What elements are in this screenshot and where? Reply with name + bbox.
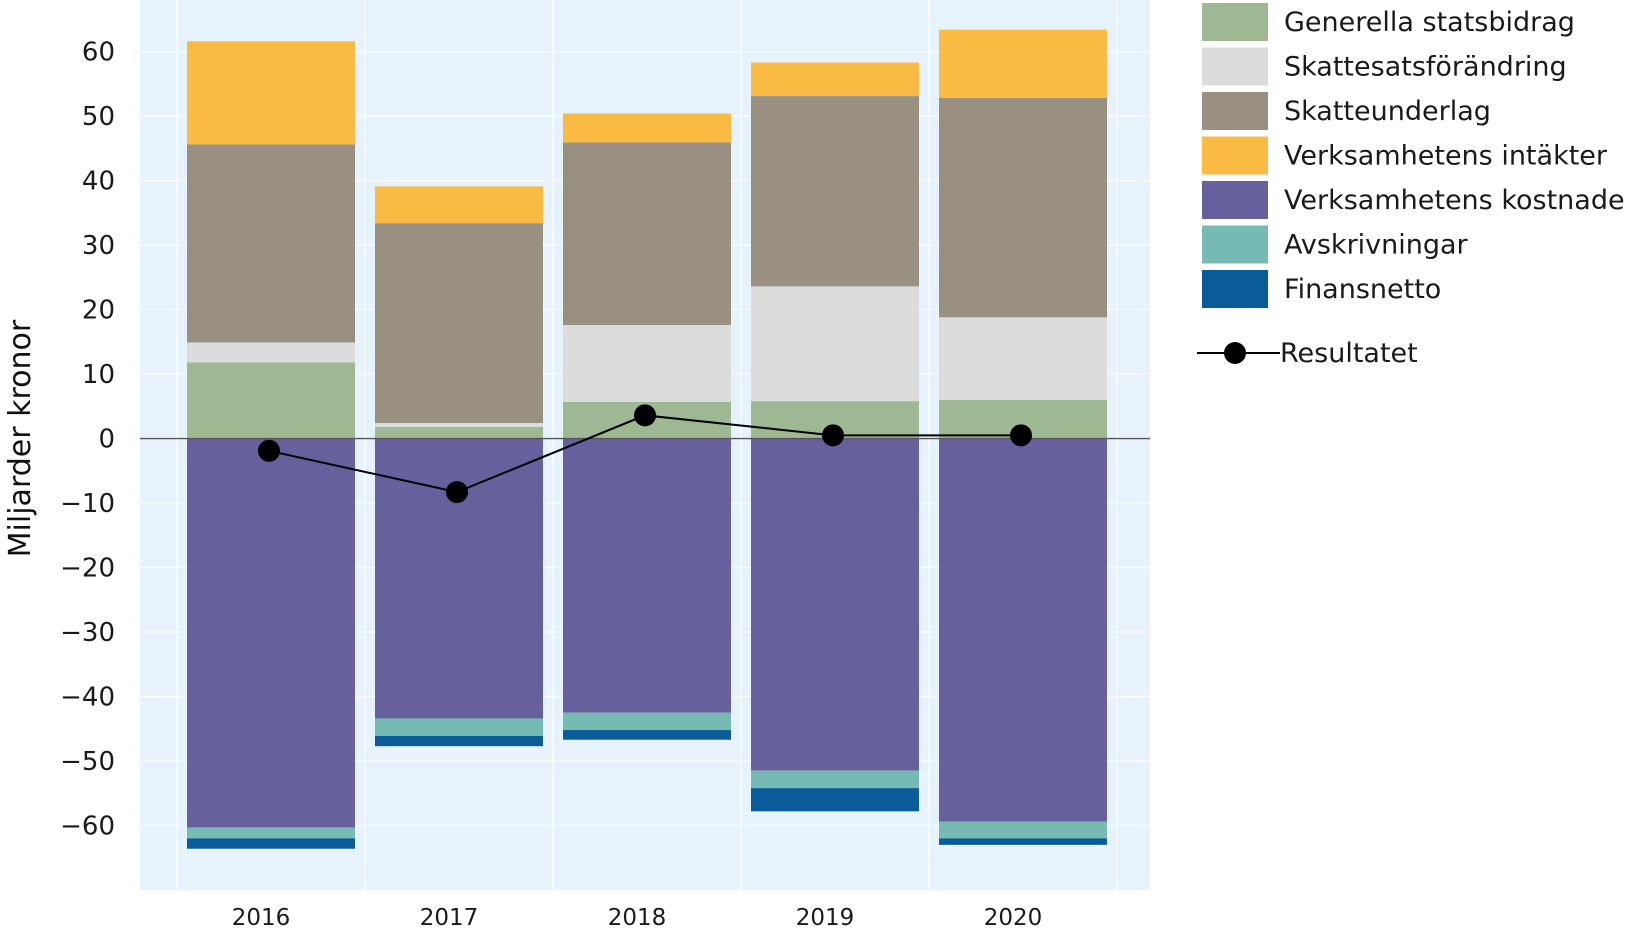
bar-segment [751, 788, 919, 812]
legend-swatch [1202, 136, 1268, 175]
bar-segment [375, 423, 543, 427]
legend-swatch [1202, 270, 1268, 308]
y-tick-label: 40 [82, 167, 115, 197]
bar-segment [375, 718, 543, 736]
bar-segment [751, 438, 919, 771]
bar-segment [563, 142, 731, 326]
legend-label: Skatteunderlag [1284, 96, 1491, 127]
legend-label: Finansnetto [1284, 274, 1441, 305]
result-point [1010, 424, 1032, 447]
bar-segment [375, 426, 543, 439]
legend-label: Skattesatsförändring [1284, 52, 1567, 83]
legend-swatch [1202, 47, 1268, 86]
legend-label: Resultatet [1280, 338, 1418, 369]
legend-label: Avskrivningar [1284, 230, 1469, 261]
legend-swatch [1202, 181, 1268, 219]
bar-segment [563, 730, 731, 740]
legend-line-marker [1224, 342, 1246, 364]
bar-segment [563, 712, 731, 731]
bar-segment [939, 98, 1107, 318]
bar-segment [563, 325, 731, 402]
bar-segment [939, 29, 1107, 99]
result-point [258, 439, 280, 462]
x-tick-label: 2020 [984, 905, 1043, 931]
bar-segment [375, 186, 543, 224]
bar-segment [187, 342, 355, 363]
x-tick-label: 2017 [420, 905, 479, 931]
x-tick-label: 2016 [232, 905, 291, 931]
y-tick-label: −30 [60, 618, 115, 648]
y-tick-label: 30 [82, 231, 115, 261]
result-point [446, 481, 468, 504]
x-tick-label: 2019 [796, 905, 855, 931]
bar-segment [939, 317, 1107, 400]
y-tick-label: −60 [60, 812, 115, 842]
y-tick-label: 20 [82, 296, 115, 326]
bar-segment [375, 223, 543, 424]
bar-segment [563, 438, 731, 713]
bar-segment [751, 62, 919, 97]
y-tick-label: −40 [60, 683, 115, 713]
legend-label: Generella statsbidrag [1284, 7, 1575, 38]
y-tick-label: −10 [60, 489, 115, 519]
result-point [822, 424, 844, 447]
legend-swatch [1202, 3, 1268, 41]
y-tick-label: 60 [82, 38, 115, 68]
bar-segment [563, 113, 731, 143]
legend-swatch [1202, 92, 1268, 130]
bar-segment [375, 735, 543, 747]
y-tick-label: 10 [82, 360, 115, 390]
bar-segment [751, 286, 919, 402]
bar-segment [939, 838, 1107, 845]
y-tick-label: 50 [82, 102, 115, 132]
bar-segment [187, 438, 355, 828]
x-tick-label: 2018 [608, 905, 667, 931]
bar-segment [187, 362, 355, 439]
bar-segment [187, 41, 355, 145]
y-tick-label: −20 [60, 554, 115, 584]
y-axis-label: Miljarder kronor [3, 319, 38, 557]
legend-label: Verksamhetens kostnader [1284, 185, 1627, 216]
legend-label: Verksamhetens intäkter [1284, 141, 1608, 172]
y-tick-label: −50 [60, 747, 115, 777]
bar-segment [751, 770, 919, 789]
y-tick-label: 0 [98, 425, 115, 455]
bar-segment [939, 438, 1107, 822]
legend-swatch [1202, 225, 1268, 264]
bar-segment [939, 821, 1107, 839]
bar-segment [187, 144, 355, 343]
bar-segment [187, 827, 355, 839]
bar-segment [187, 838, 355, 849]
bar-segment [751, 96, 919, 287]
result-point [634, 404, 656, 427]
